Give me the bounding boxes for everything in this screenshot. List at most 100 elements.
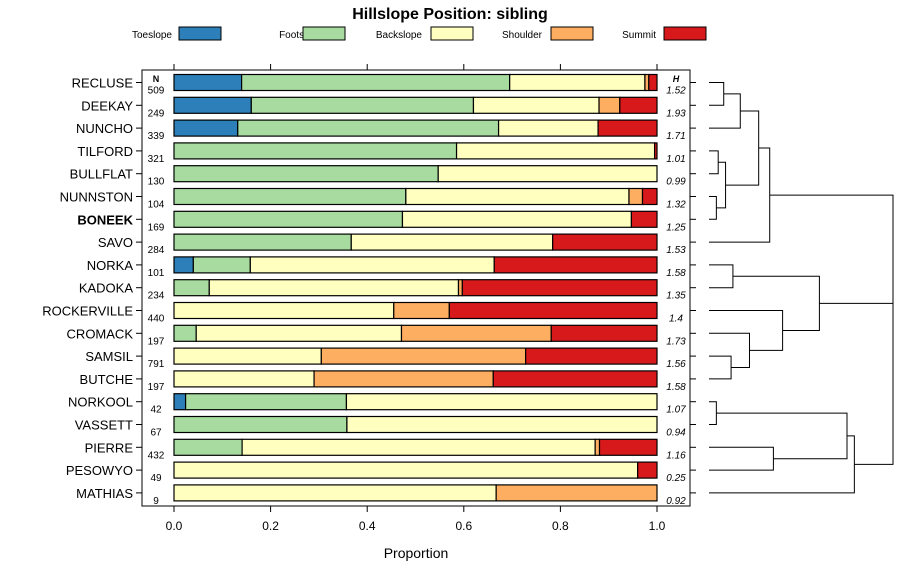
dendrogram-link <box>709 150 719 175</box>
bar-segment-shoulder <box>393 301 450 320</box>
bar-segment-footslope <box>241 73 511 92</box>
dendrogram-link <box>709 355 732 380</box>
row-n: 321 <box>148 154 165 165</box>
row-h: 1.07 <box>666 405 686 416</box>
row-label: BUTCHE <box>80 372 134 387</box>
row-label: NUNCHO <box>76 121 133 136</box>
legend: Toeslope Footslope Backslope Shoulder Summit <box>132 26 707 41</box>
bar-segment-footslope <box>250 96 475 114</box>
row-h: 1.01 <box>666 154 685 165</box>
row-h: 1.58 <box>666 382 686 393</box>
row-n: 197 <box>148 336 165 347</box>
dendrogram-link <box>769 194 894 304</box>
bar-segment-backslope <box>509 73 646 92</box>
bar-segment-summit <box>653 142 658 160</box>
row-h: 1.73 <box>666 336 686 347</box>
row-label: TILFORD <box>77 144 133 159</box>
bar-segment-toeslope <box>173 256 194 274</box>
bar-segment-toeslope <box>173 96 252 114</box>
bar-segment-toeslope <box>173 73 243 92</box>
bar-segment-backslope <box>208 279 460 297</box>
dendrogram-link <box>709 264 734 289</box>
row-h: 1.16 <box>666 450 686 461</box>
bar-segment-backslope <box>437 165 658 183</box>
plot-area: 0.0 0.2 0.4 0.6 0.8 1.0 N H RECLUSE 509 1.52 DEEKAY… <box>42 64 696 533</box>
bar-segment-backslope <box>173 370 315 388</box>
row-n: 197 <box>148 382 165 393</box>
row-h: 0.94 <box>666 428 686 439</box>
row-n: 130 <box>148 177 165 188</box>
bar-segment-backslope <box>173 301 395 320</box>
bar-segment-summit <box>492 370 658 388</box>
row-label: NUNNSTON <box>60 190 133 205</box>
row-n: 67 <box>150 428 162 439</box>
dendrogram-link <box>709 435 855 494</box>
bar-segment-shoulder <box>628 187 644 206</box>
dendrogram-link <box>709 93 741 129</box>
bar-segment-footslope <box>173 279 210 297</box>
row-label: VASSETT <box>75 418 133 433</box>
bar-segment-shoulder <box>495 484 658 502</box>
bar-segment-backslope <box>472 96 600 114</box>
bar-segment-shoulder <box>320 347 527 365</box>
bar-segment-backslope <box>173 347 322 365</box>
row-n: 284 <box>148 245 165 256</box>
row-n: 249 <box>148 108 165 119</box>
bar-segment-summit <box>525 347 658 365</box>
bar-segment-footslope <box>173 438 243 456</box>
dendrogram-link <box>709 401 717 425</box>
dendrogram-link <box>709 196 717 220</box>
legend-swatch-footslope <box>302 26 346 41</box>
row-label: MATHIAS <box>76 486 133 501</box>
row-h: 0.92 <box>666 496 686 507</box>
n-header: N <box>153 74 160 84</box>
row-label: DEEKAY <box>81 98 133 113</box>
bar-segment-summit <box>597 119 658 137</box>
bar-segment-backslope <box>405 187 630 206</box>
dendrogram-link <box>709 82 725 106</box>
bar-segment-summit <box>630 210 658 228</box>
row-label: PESOWYO <box>66 463 133 478</box>
row-n: 101 <box>148 268 165 279</box>
row-n: 440 <box>148 314 165 325</box>
row-n: 339 <box>148 131 165 142</box>
legend-swatch-shoulder <box>550 26 594 41</box>
bar-segment-shoulder <box>598 96 621 114</box>
bar-segment-backslope <box>455 142 656 160</box>
row-label: RECLUSE <box>72 76 134 91</box>
bar-segment-shoulder <box>400 324 552 342</box>
row-label: BONEEK <box>77 212 133 227</box>
legend-label-summit: Summit <box>622 30 656 41</box>
row-n: 49 <box>150 473 162 484</box>
row-n: 432 <box>148 450 165 461</box>
bar-segment-summit <box>550 324 658 342</box>
bar-segment-summit <box>493 256 658 274</box>
legend-label-backslope: Backslope <box>376 30 423 41</box>
bar-segment-summit <box>552 233 658 251</box>
bar-segment-shoulder <box>594 438 601 456</box>
bar-segment-summit <box>637 461 658 479</box>
bar-segment-summit <box>461 279 658 297</box>
row-n: 234 <box>148 291 165 302</box>
bar-segment-backslope <box>173 461 639 479</box>
bar-segment-footslope <box>192 256 251 274</box>
x-tick-label: 0.4 <box>359 519 376 533</box>
dendrogram-link <box>709 446 774 471</box>
bar-segment-backslope <box>249 256 495 274</box>
bar-segment-backslope <box>241 438 596 456</box>
chart-title: Hillslope Position: sibling <box>352 6 548 23</box>
row-h: 1.53 <box>666 245 686 256</box>
bar-segment-backslope <box>345 393 658 411</box>
row-label: ROCKERVILLE <box>42 304 133 319</box>
legend-label-toeslope: Toeslope <box>132 30 172 41</box>
row-h: 0.99 <box>666 177 686 188</box>
row-h: 1.32 <box>666 200 686 211</box>
row-n: 9 <box>153 496 159 507</box>
row-label: PIERRE <box>85 440 134 455</box>
row-h: 1.71 <box>666 131 685 142</box>
row-label: KADOKA <box>79 281 134 296</box>
bar-segment-footslope <box>173 142 458 160</box>
x-tick-label: 0.0 <box>166 519 183 533</box>
bar-segment-summit <box>598 438 658 456</box>
x-tick-label: 1.0 <box>649 519 666 533</box>
